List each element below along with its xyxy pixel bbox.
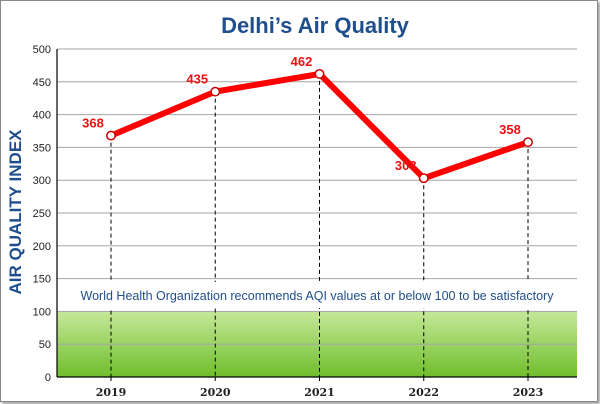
annotation-text: World Health Organization recommends AQI… bbox=[81, 289, 555, 303]
x-tick-label: 2019 bbox=[96, 386, 127, 399]
annotation-box bbox=[61, 282, 573, 308]
gridlines bbox=[57, 48, 577, 345]
x-tick-label: 2020 bbox=[200, 386, 231, 399]
data-point bbox=[523, 137, 533, 148]
data-point bbox=[210, 86, 221, 97]
chart-title: Delhi’s Air Quality bbox=[221, 13, 410, 38]
data-point bbox=[106, 130, 116, 141]
data-label: 462 bbox=[291, 54, 313, 69]
data-label: 358 bbox=[499, 122, 521, 137]
data-label: 303 bbox=[395, 158, 417, 173]
y-tick-label: 50 bbox=[39, 339, 51, 351]
y-axis-label: AIR QUALITY INDEX bbox=[6, 129, 25, 295]
y-tick-label: 250 bbox=[33, 208, 51, 220]
x-tick-label: 2022 bbox=[408, 386, 439, 399]
x-tick-label: 2023 bbox=[513, 386, 544, 399]
y-tick-label: 150 bbox=[33, 274, 51, 286]
series-line-aqi bbox=[106, 68, 533, 184]
data-label: 368 bbox=[82, 116, 104, 131]
y-tick-label: 0 bbox=[45, 372, 51, 384]
y-tick-label: 100 bbox=[33, 306, 51, 318]
x-tick-labels: 2019 2020 2021 2022 2023 bbox=[96, 386, 544, 399]
y-tick-label: 450 bbox=[33, 77, 51, 89]
data-label: 435 bbox=[186, 72, 208, 87]
data-point bbox=[314, 68, 325, 79]
y-tick-label: 350 bbox=[33, 142, 51, 154]
y-tick-label: 500 bbox=[33, 44, 51, 56]
x-tick-label: 2021 bbox=[304, 386, 335, 399]
axes bbox=[56, 49, 577, 381]
y-tick-label: 200 bbox=[33, 241, 51, 253]
data-point bbox=[418, 173, 429, 184]
data-labels: 368 435 462 303 358 bbox=[82, 54, 521, 173]
y-tick-label: 400 bbox=[33, 110, 51, 122]
drop-lines bbox=[110, 73, 529, 377]
y-tick-label: 300 bbox=[33, 175, 51, 187]
y-tick-labels: 0 50 100 150 200 250 300 350 400 450 500 bbox=[33, 44, 51, 384]
